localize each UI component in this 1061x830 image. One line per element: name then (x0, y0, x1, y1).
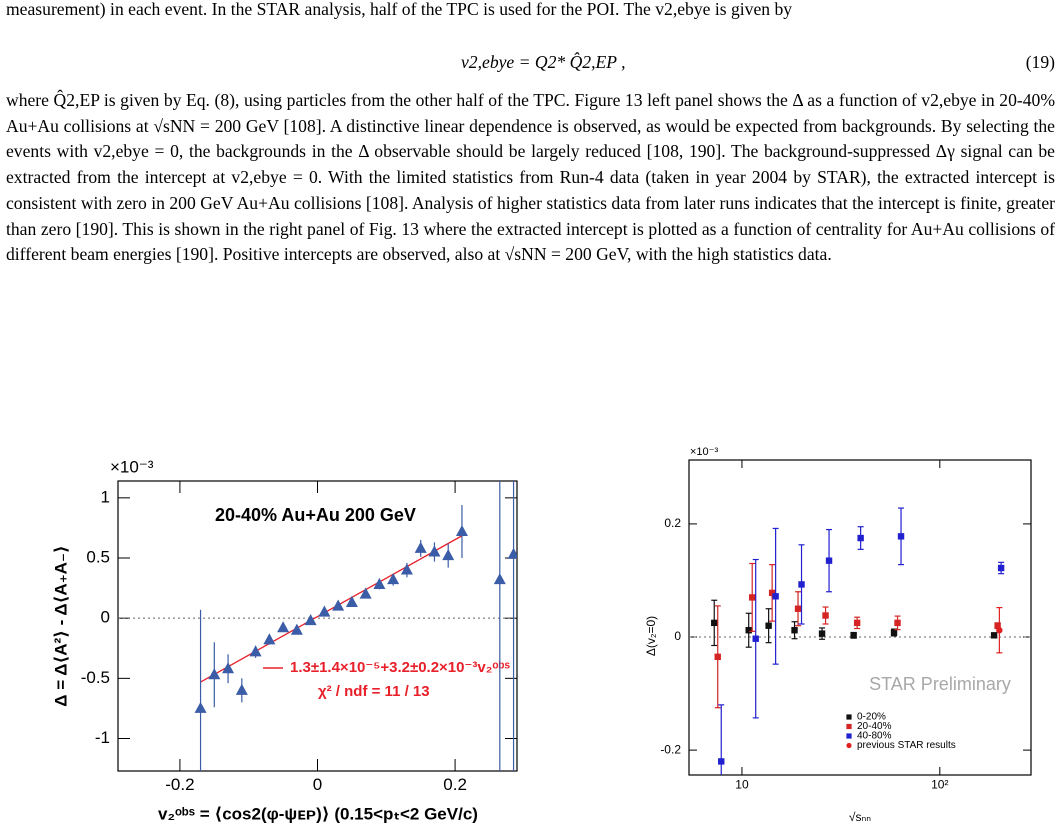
marker (414, 541, 427, 553)
marker (359, 587, 372, 599)
fit-chi2: χ² / ndf = 11 / 13 (318, 683, 430, 700)
marker (857, 534, 864, 542)
fit-label: 1.3±1.4×10⁻⁵+3.2±0.2×10⁻³v₂ᵒᵇˢ (290, 659, 510, 676)
marker (768, 589, 776, 597)
legend-label: 0-20% (857, 712, 886, 723)
marker (718, 758, 725, 765)
marker (752, 635, 759, 642)
annotation: STAR Preliminary (869, 674, 1011, 694)
marker (772, 593, 779, 600)
x-tick-label: 0 (313, 775, 322, 794)
marker (304, 613, 317, 626)
marker (400, 563, 413, 575)
marker (332, 599, 345, 611)
y-tick-label: -0.2 (660, 742, 681, 756)
marker (442, 549, 455, 561)
equation: v2,ebye = Q2* Q̂2,EP , (461, 52, 626, 72)
marker (507, 547, 517, 559)
marker (345, 595, 358, 608)
legend-label: previous STAR results (857, 740, 956, 751)
marker (222, 662, 235, 674)
marker (428, 545, 441, 557)
plot-frame (688, 459, 1032, 776)
marker (194, 701, 207, 713)
marker (235, 683, 248, 695)
legend-marker (846, 714, 852, 720)
marker (455, 524, 468, 537)
marker (850, 632, 857, 639)
marker (493, 573, 506, 585)
marker (711, 619, 718, 627)
paragraph: measurement) in each event. In the STAR … (6, 0, 793, 19)
marker (890, 629, 898, 636)
marker (714, 653, 721, 661)
marker (997, 564, 1005, 572)
legend-marker (846, 742, 852, 749)
marker (798, 581, 805, 588)
y-tick-label: 0 (101, 608, 110, 627)
marker (990, 632, 998, 639)
marker (387, 573, 400, 585)
legend-marker (846, 723, 852, 730)
x-tick-label: 0.2 (443, 775, 467, 794)
x-tick-label: -0.2 (165, 775, 194, 794)
x-tick-label: 10² (931, 777, 948, 791)
x-axis-label: v₂ᵒᵇˢ = ⟨cos2(φ-ψᴇᴘ)⟩ (0.15<pₜ<2 GeV/c) (158, 804, 478, 823)
x-tick-label: 10 (735, 777, 749, 791)
marker (791, 627, 798, 634)
marker (277, 621, 290, 633)
marker (745, 627, 752, 634)
y-tick-label: 1 (101, 487, 110, 506)
multiplier: ×10⁻³ (110, 457, 154, 476)
marker (822, 612, 829, 619)
marker (994, 622, 1001, 629)
legend-label: 40-80% (857, 731, 892, 742)
marker (263, 633, 276, 645)
plot-area (711, 507, 1005, 775)
annotation: 20-40% Au+Au 200 GeV (215, 505, 416, 525)
marker (373, 577, 386, 589)
equation-number: (19) (1025, 52, 1055, 72)
plot-area (194, 481, 517, 771)
marker (749, 594, 756, 601)
y-tick-label: 0.5 (86, 547, 110, 566)
marker (853, 619, 861, 627)
y-tick-label: 0.2 (664, 516, 681, 530)
legend-label: 20-40% (857, 721, 892, 732)
figure: ×10⁻³ 20-40% Au+Au 200 GeV v₂ᵒᵇˢ = ⟨cos2… (51, 446, 1032, 824)
marker (825, 557, 833, 564)
y-tick-label: -1 (95, 728, 110, 747)
marker (996, 627, 1003, 634)
marker (818, 630, 826, 637)
marker (318, 605, 331, 617)
paragraph: where Q̂2,EP is given by Eq. (8), using … (6, 90, 1055, 265)
marker (794, 605, 802, 612)
marker (208, 668, 221, 680)
fit-line (200, 535, 463, 683)
marker (894, 619, 901, 627)
marker (249, 645, 262, 657)
y-tick-label: 0 (674, 629, 681, 643)
marker (897, 533, 905, 540)
x-axis-label: √sₙₙ (849, 810, 871, 824)
y-axis-label: Δ(v₂=0) (644, 616, 658, 656)
y-axis-label: Δ = Δ⟨A²⟩ - Δ⟨A₊A₋⟩ (51, 545, 70, 706)
multiplier: ×10⁻³ (690, 446, 718, 458)
marker (290, 623, 303, 635)
marker (765, 622, 772, 629)
legend-marker (846, 733, 852, 739)
y-tick-label: -0.5 (81, 668, 110, 687)
